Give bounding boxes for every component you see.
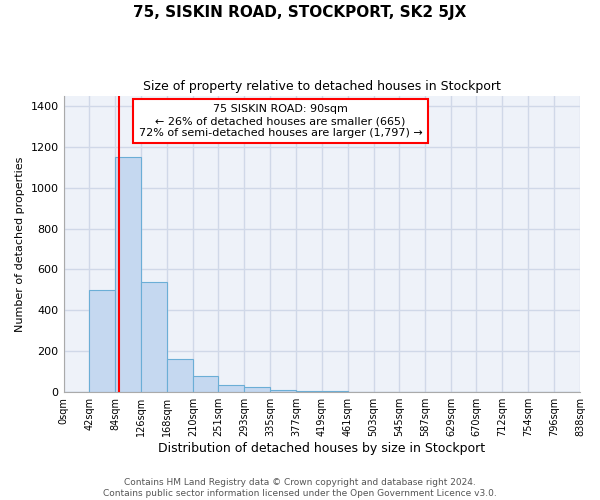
- Text: 75 SISKIN ROAD: 90sqm
← 26% of detached houses are smaller (665)
72% of semi-det: 75 SISKIN ROAD: 90sqm ← 26% of detached …: [139, 104, 422, 138]
- Bar: [115, 157, 141, 392]
- Bar: [167, 360, 193, 392]
- Bar: [244, 387, 270, 392]
- Bar: [193, 376, 218, 392]
- Bar: [270, 390, 296, 392]
- Bar: [218, 385, 244, 392]
- Title: Size of property relative to detached houses in Stockport: Size of property relative to detached ho…: [143, 80, 501, 93]
- X-axis label: Distribution of detached houses by size in Stockport: Distribution of detached houses by size …: [158, 442, 485, 455]
- Bar: [89, 290, 115, 392]
- Text: 75, SISKIN ROAD, STOCKPORT, SK2 5JX: 75, SISKIN ROAD, STOCKPORT, SK2 5JX: [133, 5, 467, 20]
- Text: Contains HM Land Registry data © Crown copyright and database right 2024.
Contai: Contains HM Land Registry data © Crown c…: [103, 478, 497, 498]
- Bar: [296, 391, 322, 392]
- Bar: [141, 282, 167, 392]
- Y-axis label: Number of detached properties: Number of detached properties: [15, 156, 25, 332]
